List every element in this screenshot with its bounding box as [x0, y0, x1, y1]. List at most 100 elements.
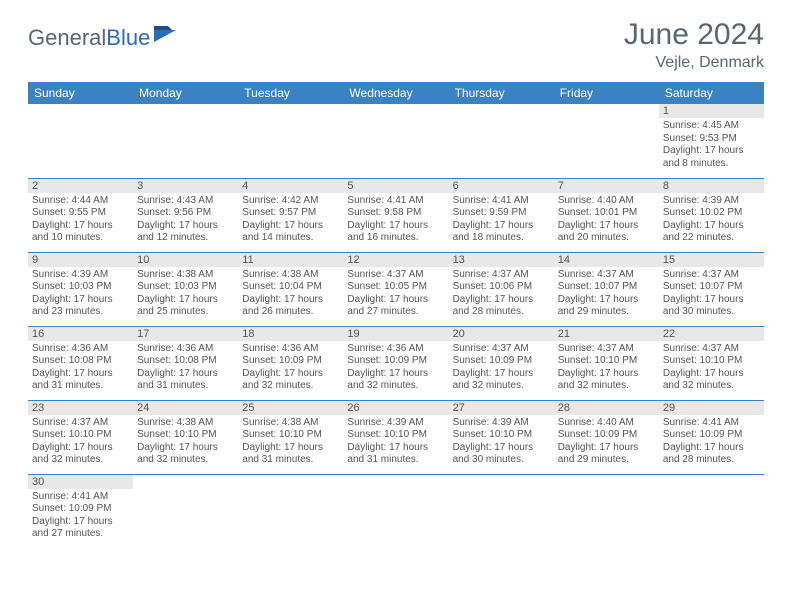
day-details: Sunrise: 4:39 AMSunset: 10:10 PMDaylight…: [453, 417, 550, 467]
sunset-text: Sunset: 10:02 PM: [663, 207, 760, 220]
flag-icon: [154, 24, 180, 50]
logo-text-1: General: [28, 25, 106, 51]
logo: GeneralBlue: [28, 24, 180, 52]
sunrise-text: Sunrise: 4:37 AM: [663, 343, 760, 356]
sunset-text: Sunset: 10:10 PM: [137, 429, 234, 442]
sunset-text: Sunset: 10:08 PM: [137, 355, 234, 368]
logo-text-2: Blue: [106, 25, 150, 51]
day-details: Sunrise: 4:36 AMSunset: 10:09 PMDaylight…: [347, 343, 444, 393]
daylight-text: Daylight: 17 hours and 32 minutes.: [453, 368, 550, 393]
weekday-header: Thursday: [449, 82, 554, 104]
day-number: 19: [343, 327, 448, 341]
day-number: 7: [554, 179, 659, 193]
sunset-text: Sunset: 10:09 PM: [347, 355, 444, 368]
calendar-cell: 20Sunrise: 4:37 AMSunset: 10:09 PMDaylig…: [449, 326, 554, 400]
day-details: Sunrise: 4:43 AMSunset: 9:56 PMDaylight:…: [137, 195, 234, 245]
daylight-text: Daylight: 17 hours and 14 minutes.: [242, 220, 339, 245]
sunrise-text: Sunrise: 4:44 AM: [32, 195, 129, 208]
day-number: 20: [449, 327, 554, 341]
daylight-text: Daylight: 17 hours and 31 minutes.: [242, 442, 339, 467]
day-details: Sunrise: 4:41 AMSunset: 10:09 PMDaylight…: [32, 491, 129, 541]
daylight-text: Daylight: 17 hours and 20 minutes.: [558, 220, 655, 245]
day-details: Sunrise: 4:44 AMSunset: 9:55 PMDaylight:…: [32, 195, 129, 245]
sunset-text: Sunset: 10:10 PM: [32, 429, 129, 442]
calendar-week-row: 16Sunrise: 4:36 AMSunset: 10:08 PMDaylig…: [28, 326, 764, 400]
sunset-text: Sunset: 10:04 PM: [242, 281, 339, 294]
day-details: Sunrise: 4:38 AMSunset: 10:10 PMDaylight…: [137, 417, 234, 467]
calendar-cell: 5Sunrise: 4:41 AMSunset: 9:58 PMDaylight…: [343, 178, 448, 252]
calendar-cell: .: [343, 104, 448, 178]
sunset-text: Sunset: 10:10 PM: [663, 355, 760, 368]
weekday-header: Tuesday: [238, 82, 343, 104]
location: Vejle, Denmark: [624, 54, 764, 72]
daylight-text: Daylight: 17 hours and 27 minutes.: [347, 294, 444, 319]
sunrise-text: Sunrise: 4:37 AM: [453, 269, 550, 282]
sunset-text: Sunset: 9:58 PM: [347, 207, 444, 220]
daylight-text: Daylight: 17 hours and 32 minutes.: [347, 368, 444, 393]
daylight-text: Daylight: 17 hours and 32 minutes.: [558, 368, 655, 393]
day-details: Sunrise: 4:37 AMSunset: 10:07 PMDaylight…: [663, 269, 760, 319]
sunrise-text: Sunrise: 4:41 AM: [453, 195, 550, 208]
calendar-cell: 29Sunrise: 4:41 AMSunset: 10:09 PMDaylig…: [659, 400, 764, 474]
daylight-text: Daylight: 17 hours and 10 minutes.: [32, 220, 129, 245]
day-details: Sunrise: 4:40 AMSunset: 10:01 PMDaylight…: [558, 195, 655, 245]
sunrise-text: Sunrise: 4:41 AM: [663, 417, 760, 430]
daylight-text: Daylight: 17 hours and 32 minutes.: [137, 442, 234, 467]
day-details: Sunrise: 4:37 AMSunset: 10:10 PMDaylight…: [663, 343, 760, 393]
sunset-text: Sunset: 10:07 PM: [663, 281, 760, 294]
daylight-text: Daylight: 17 hours and 31 minutes.: [32, 368, 129, 393]
calendar-cell: 12 Sunrise: 4:37 AMSunset: 10:05 PMDaylig…: [343, 252, 448, 326]
sunset-text: Sunset: 10:09 PM: [663, 429, 760, 442]
calendar-cell: .: [554, 474, 659, 548]
sunrise-text: Sunrise: 4:40 AM: [558, 417, 655, 430]
sunrise-text: Sunrise: 4:39 AM: [32, 269, 129, 282]
day-details: Sunrise: 4:39 AMSunset: 10:02 PMDaylight…: [663, 195, 760, 245]
day-number: 12: [343, 253, 448, 267]
sunrise-text: Sunrise: 4:39 AM: [453, 417, 550, 430]
sunrise-text: Sunrise: 4:38 AM: [242, 417, 339, 430]
day-details: Sunrise: 4:37 AMSunset: 10:07 PMDaylight…: [558, 269, 655, 319]
sunrise-text: Sunrise: 4:37 AM: [347, 269, 444, 282]
sunset-text: Sunset: 10:03 PM: [137, 281, 234, 294]
sunset-text: Sunset: 10:09 PM: [558, 429, 655, 442]
sunset-text: Sunset: 9:56 PM: [137, 207, 234, 220]
day-number: 17: [133, 327, 238, 341]
day-number: 23: [28, 401, 133, 415]
day-number: 3: [133, 179, 238, 193]
calendar-cell: 3 Sunrise: 4:43 AMSunset: 9:56 PMDaylight…: [133, 178, 238, 252]
calendar-cell: .: [449, 474, 554, 548]
sunrise-text: Sunrise: 4:42 AM: [242, 195, 339, 208]
daylight-text: Daylight: 17 hours and 27 minutes.: [32, 516, 129, 541]
daylight-text: Daylight: 17 hours and 32 minutes.: [663, 368, 760, 393]
day-details: Sunrise: 4:41 AMSunset: 9:59 PMDaylight:…: [453, 195, 550, 245]
day-details: Sunrise: 4:37 AMSunset: 10:10 PMDaylight…: [558, 343, 655, 393]
calendar-cell: 16Sunrise: 4:36 AMSunset: 10:08 PMDaylig…: [28, 326, 133, 400]
calendar-cell: 11Sunrise: 4:38 AMSunset: 10:04 PMDaylig…: [238, 252, 343, 326]
daylight-text: Daylight: 17 hours and 28 minutes.: [663, 442, 760, 467]
sunset-text: Sunset: 9:53 PM: [663, 133, 760, 146]
sunrise-text: Sunrise: 4:38 AM: [137, 417, 234, 430]
day-number: 18: [238, 327, 343, 341]
day-number: 2: [28, 179, 133, 193]
day-details: Sunrise: 4:37 AMSunset: 10:05 PMDaylight…: [347, 269, 444, 319]
weekday-header: Saturday: [659, 82, 764, 104]
day-number: 24: [133, 401, 238, 415]
day-number: 22: [659, 327, 764, 341]
sunset-text: Sunset: 10:03 PM: [32, 281, 129, 294]
calendar-cell: 1Sunrise: 4:45 AMSunset: 9:53 PMDaylight…: [659, 104, 764, 178]
calendar-cell: .: [133, 474, 238, 548]
day-number: 30: [28, 475, 133, 489]
day-details: Sunrise: 4:45 AMSunset: 9:53 PMDaylight:…: [663, 120, 760, 170]
day-details: Sunrise: 4:41 AMSunset: 9:58 PMDaylight:…: [347, 195, 444, 245]
sunrise-text: Sunrise: 4:39 AM: [347, 417, 444, 430]
daylight-text: Daylight: 17 hours and 30 minutes.: [663, 294, 760, 319]
weekday-header: Monday: [133, 82, 238, 104]
day-number: 4: [238, 179, 343, 193]
daylight-text: Daylight: 17 hours and 25 minutes.: [137, 294, 234, 319]
day-details: Sunrise: 4:36 AMSunset: 10:09 PMDaylight…: [242, 343, 339, 393]
daylight-text: Daylight: 17 hours and 29 minutes.: [558, 442, 655, 467]
daylight-text: Daylight: 17 hours and 18 minutes.: [453, 220, 550, 245]
sunrise-text: Sunrise: 4:37 AM: [453, 343, 550, 356]
sunrise-text: Sunrise: 4:41 AM: [347, 195, 444, 208]
sunset-text: Sunset: 10:10 PM: [453, 429, 550, 442]
